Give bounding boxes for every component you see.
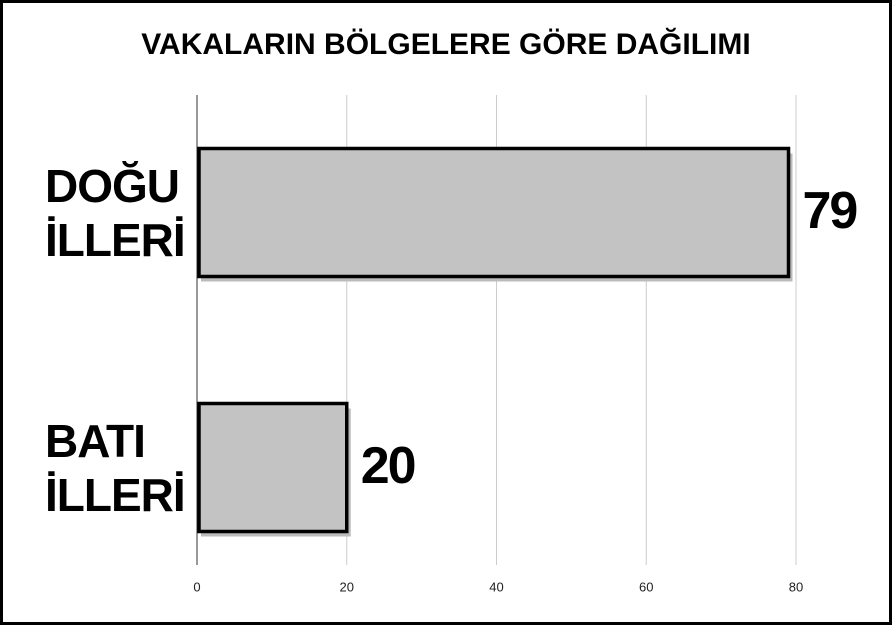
y-tick-label: BATI İLLERİ [45, 414, 186, 521]
x-tick-label: 60 [639, 579, 653, 594]
x-tick-label: 20 [340, 579, 354, 594]
value-label: 20 [361, 437, 415, 495]
x-tick-label: 40 [489, 579, 503, 594]
bar [197, 146, 791, 279]
bar [197, 401, 349, 534]
x-tick-label: 80 [789, 579, 803, 594]
value-label: 79 [803, 182, 857, 240]
y-tick-label: DOĞU İLLERİ [45, 159, 186, 266]
chart-title: VAKALARIN BÖLGELERE GÖRE DAĞILIMI [141, 27, 750, 61]
x-tick-label: 0 [193, 579, 200, 594]
